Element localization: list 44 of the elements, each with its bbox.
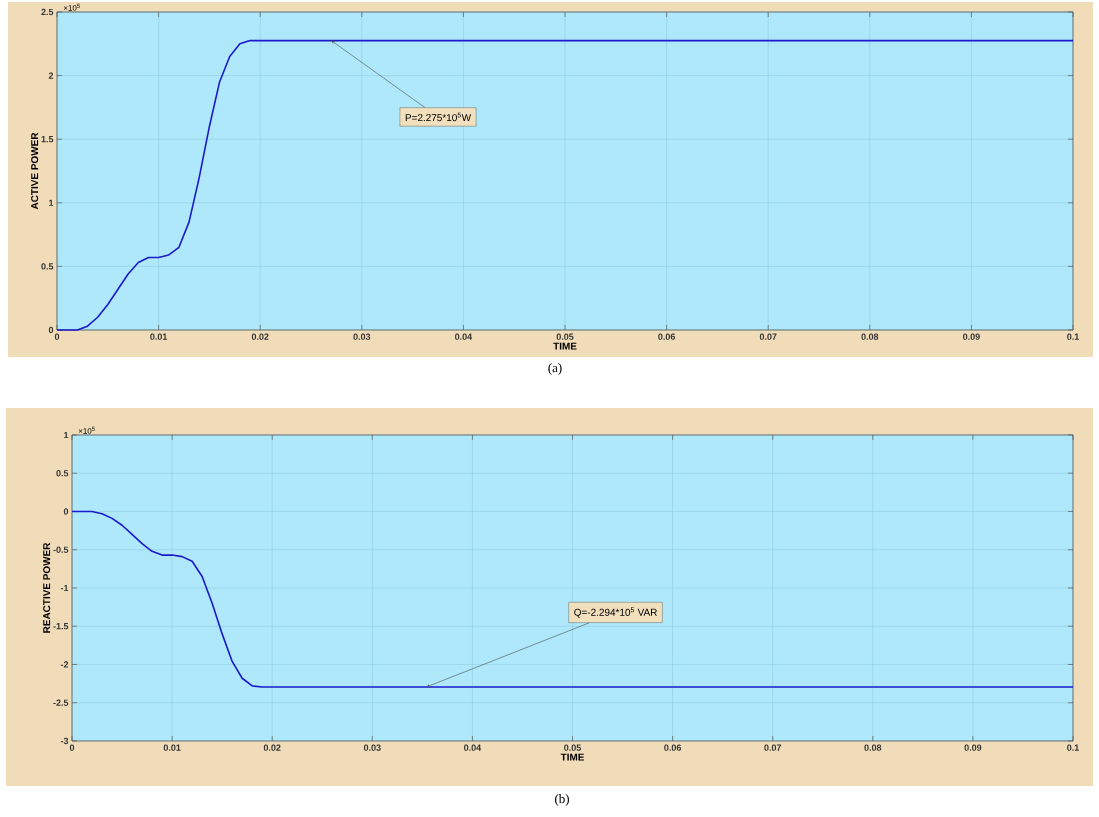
x-tick-label: 0.08	[861, 333, 879, 340]
x-tick-label: 0.07	[764, 744, 782, 751]
y-tick-label: 0.5	[41, 263, 54, 270]
y-tick-label: 1	[64, 431, 69, 439]
y-axis-title: ACTIVE POWER	[31, 132, 39, 210]
x-tick-label: 0.01	[150, 333, 168, 340]
x-tick-label: 0.06	[658, 333, 675, 340]
y-tick-label: -1	[60, 584, 69, 592]
y-tick-label: 2	[48, 72, 54, 79]
x-tick-label: 0.04	[464, 744, 482, 751]
y-tick-label: -2.5	[53, 699, 69, 706]
x-tick-label: 0.07	[759, 333, 777, 340]
y-tick-label: -0.5	[53, 546, 69, 553]
y-tick-label: 0	[63, 508, 69, 515]
y-tick-label: -1.5	[53, 623, 69, 630]
y-tick-label: 1.5	[41, 136, 54, 143]
y-tick-label: -2	[60, 661, 69, 668]
x-tick-label: 0.09	[964, 744, 982, 751]
x-tick-label: 0.1	[1067, 333, 1079, 340]
x-tick-label: 0.05	[564, 744, 581, 751]
x-tick-label: 0.09	[963, 333, 980, 340]
x-tick-label: 0.02	[251, 333, 269, 340]
text: (b)	[555, 794, 569, 806]
text: (a)	[548, 363, 562, 375]
annotation: Q=-2.294*10$^{5}$ VAR	[574, 607, 657, 618]
y-tick-label: 1	[49, 199, 54, 206]
x-tick-label: 0.02	[263, 744, 281, 751]
y-tick-label: 0.5	[56, 470, 69, 477]
x-tick-label: 0.03	[363, 744, 381, 751]
x-tick-label: 0.06	[664, 744, 681, 751]
x-axis-title: TIME	[560, 753, 585, 761]
x-axis-title: TIME	[553, 342, 577, 350]
x-tick-label: 0.1	[1067, 744, 1079, 751]
x-tick-label: 0.05	[556, 333, 574, 340]
annotation: P=2.275*10$^{5}$W	[405, 112, 472, 122]
x-tick-label: 0.01	[163, 744, 181, 751]
x-tick-label: 0.03	[353, 333, 371, 340]
x-tick-label: 0.08	[864, 744, 882, 751]
x-tick-label: 0.04	[455, 333, 473, 340]
y-tick-label: -3	[60, 737, 69, 745]
y-tick-label: 0	[48, 326, 54, 334]
y-axis-title: REACTIVE POWER	[43, 542, 51, 633]
y-tick-label: 2.5	[41, 8, 54, 16]
x-tick-label: 0	[69, 744, 75, 751]
